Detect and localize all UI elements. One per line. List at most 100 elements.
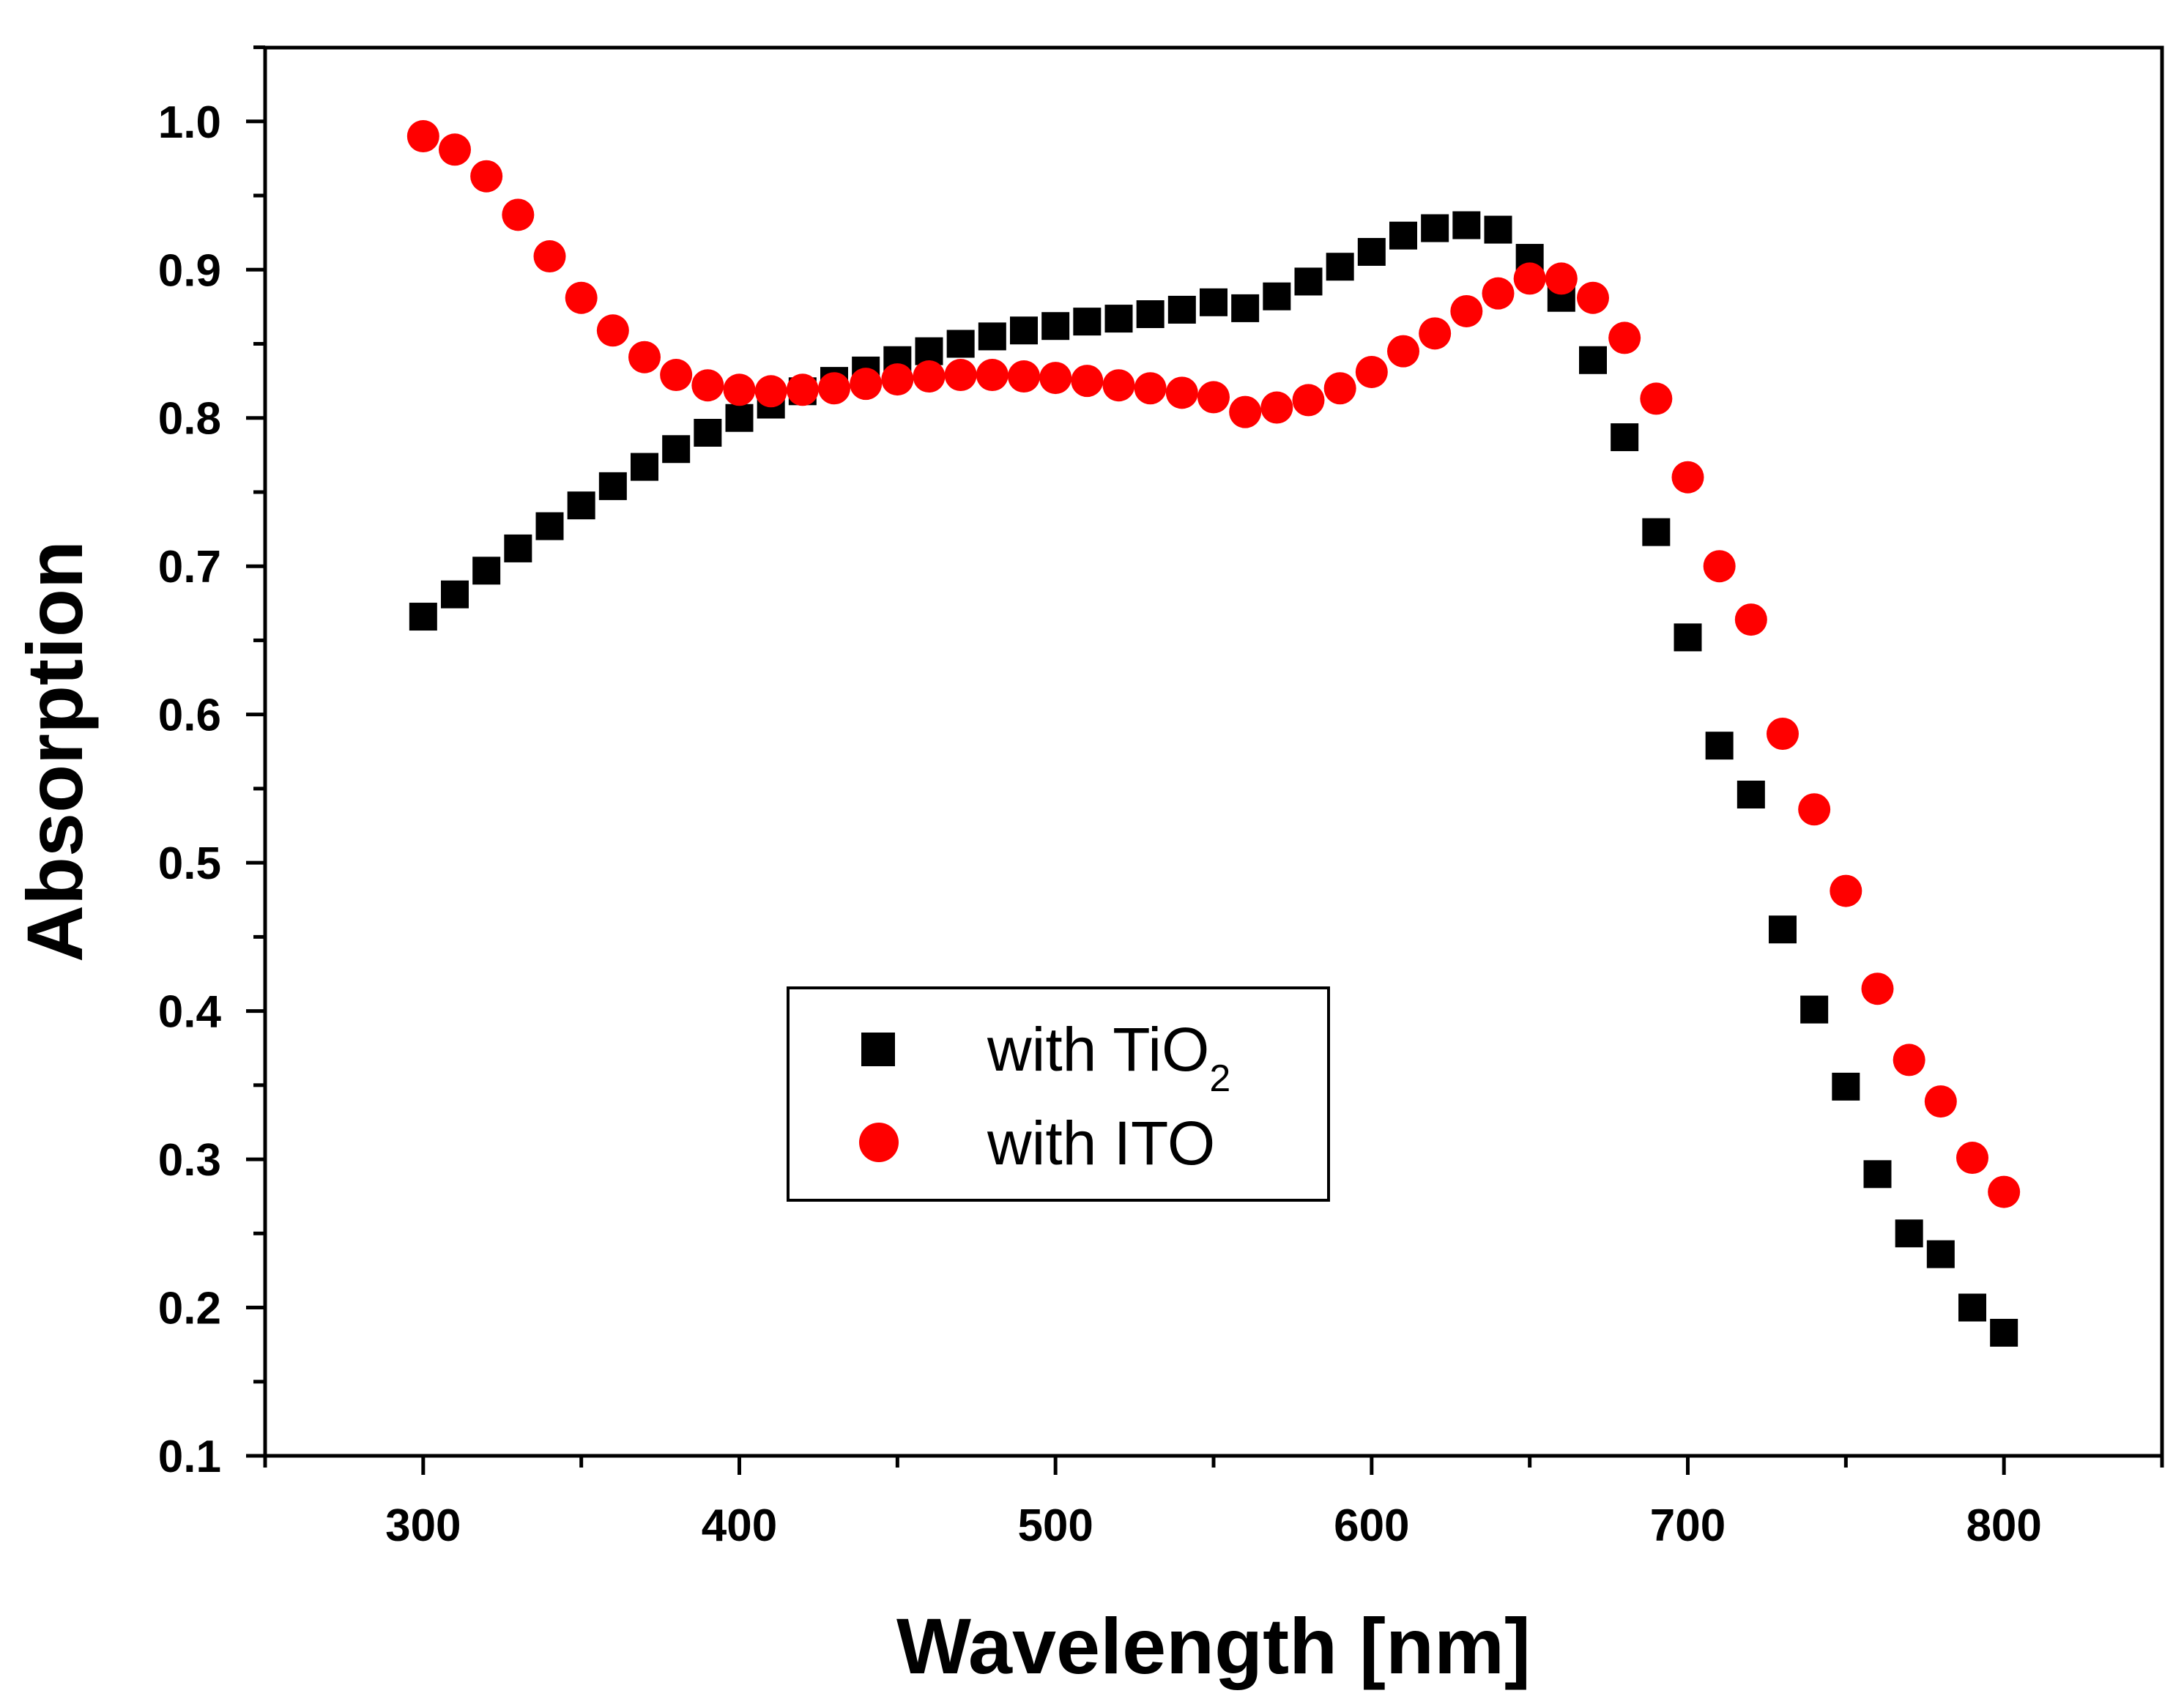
data-point-tio2 [1579,346,1607,374]
data-point-tio2 [535,512,564,540]
data-point-ito [786,373,819,406]
data-point-ito [1734,603,1767,636]
data-point-ito [1671,461,1704,494]
data-point-ito [1988,1175,2021,1208]
data-point-tio2 [1041,312,1070,341]
data-point-ito [913,360,946,393]
data-point-ito [1008,360,1040,393]
data-point-tio2 [1200,288,1227,316]
data-point-tio2 [1832,1072,1860,1101]
x-axis-title: Wavelength [nm] [896,1602,1531,1690]
data-point-ito [1134,372,1167,405]
data-point-ito [1703,550,1736,583]
data-point-ito [1197,381,1230,414]
data-point-tio2 [1642,518,1671,546]
data-point-tio2 [1104,305,1133,333]
data-point-ito [1640,382,1673,415]
data-point-ito [1798,793,1831,826]
axis-tick-labels: 300 400 500 600 700 800 0.1 0.2 0.3 0.4 0.5 0.6 0.7 0… [158,97,2042,1551]
data-point-ito [1482,277,1515,310]
data-point-ito [1419,317,1452,350]
data-point-ito [502,198,535,231]
data-point-tio2 [1326,253,1354,281]
legend-marker-tio2 [861,1033,895,1066]
data-point-ito [1165,376,1198,409]
data-point-tio2 [1484,215,1512,244]
data-point-ito [1577,281,1609,314]
data-point-ito [1924,1085,1957,1118]
legend-box [787,986,1330,1202]
data-point-ito [1292,384,1325,417]
data-point-tio2 [1263,282,1291,310]
data-point-ito [660,359,693,392]
y-tick-label: 0.3 [158,1135,221,1186]
data-point-tio2 [631,453,658,481]
data-point-ito [1545,262,1578,295]
data-point-ito [754,375,787,408]
data-point-ito [1102,369,1135,402]
x-tick-label: 600 [1334,1500,1409,1551]
data-point-ito [406,120,439,153]
x-tick-label: 300 [385,1500,461,1551]
data-point-tio2 [1895,1219,1923,1248]
y-tick-label: 0.8 [158,394,221,445]
data-point-ito [1229,395,1262,428]
data-point-ito [628,341,661,373]
x-tick-label: 500 [1017,1500,1093,1551]
data-point-tio2 [1136,300,1165,329]
data-point-ito [1861,972,1894,1005]
y-tick-label: 1.0 [158,97,221,148]
data-point-ito [533,240,566,273]
data-point-tio2 [567,491,595,520]
data-point-ito [1830,874,1862,907]
data-point-tio2 [1990,1318,2018,1347]
y-tick-label: 0.2 [158,1284,221,1334]
data-point-tio2 [504,534,532,562]
data-point-tio2 [978,322,1006,351]
legend-label-tio2: with TiO2 [987,1015,1230,1100]
axis-ticks [246,45,2164,1475]
data-point-tio2 [1231,294,1260,322]
y-tick-label: 0.1 [158,1432,221,1482]
data-point-ito [1893,1044,1925,1076]
y-axis-title: Absorption [10,540,99,962]
data-point-ito [691,369,724,402]
y-tick-label: 0.5 [158,838,221,889]
legend-marker-ito [859,1123,899,1162]
data-point-ito [1071,365,1104,398]
data-point-tio2 [1926,1240,1955,1268]
y-tick-label: 0.6 [158,691,221,741]
data-point-tio2 [1769,915,1797,944]
data-point-ito [1387,335,1419,368]
data-point-tio2 [1389,221,1417,250]
data-point-ito [1608,321,1641,354]
x-tick-label: 700 [1650,1500,1726,1551]
x-tick-label: 800 [1966,1500,2041,1551]
data-point-ito [596,314,629,347]
data-point-ito [1323,372,1356,405]
data-point-tio2 [1167,295,1196,324]
data-point-tio2 [409,603,437,631]
data-point-ito [470,160,503,193]
y-tick-label: 0.4 [158,987,222,1038]
legend-label-ito: with ITO [987,1109,1215,1178]
x-tick-label: 400 [702,1500,777,1551]
data-point-ito [881,363,914,396]
data-point-ito [1767,717,1799,750]
data-markers [406,120,2021,1347]
data-point-ito [1956,1142,1988,1175]
data-point-tio2 [1863,1160,1892,1189]
data-point-ito [1355,355,1388,388]
data-point-tio2 [1357,237,1386,266]
data-point-tio2 [1294,267,1323,296]
data-point-ito [439,133,471,166]
data-point-tio2 [725,403,754,432]
data-point-tio2 [598,472,627,500]
data-point-tio2 [694,418,722,447]
data-point-tio2 [441,580,469,609]
data-point-ito [565,281,598,314]
data-point-tio2 [1674,623,1702,652]
data-point-tio2 [1705,732,1734,760]
y-tick-label: 0.9 [158,245,221,296]
